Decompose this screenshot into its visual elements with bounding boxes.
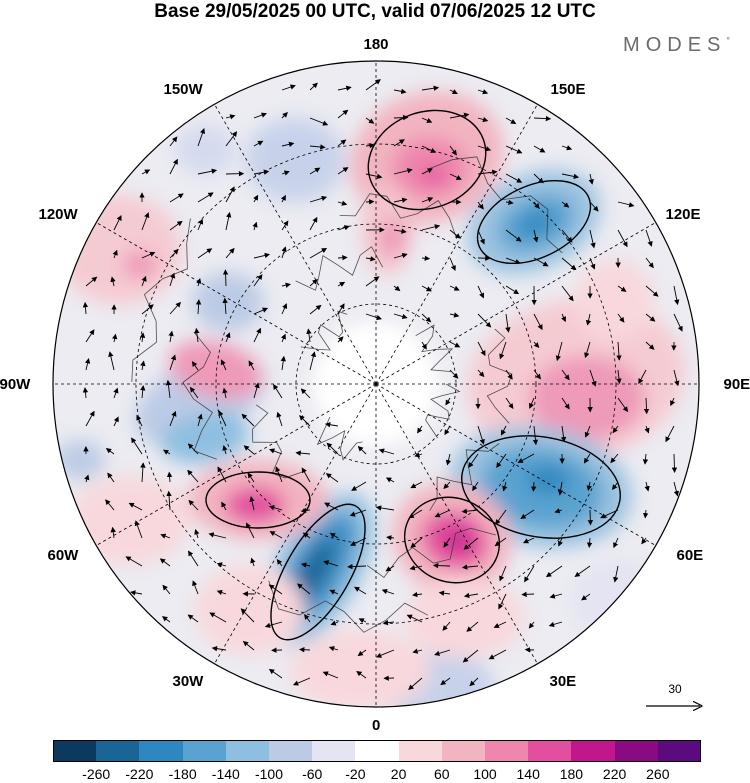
colorbar-swatch <box>182 740 226 762</box>
colorbar-swatch <box>441 740 485 762</box>
colorbar-tick-label: 100 <box>473 766 497 782</box>
polar-map <box>52 60 700 708</box>
colorbar-tick-label: -260 <box>82 766 111 782</box>
colorbar-tick-label: -140 <box>211 766 240 782</box>
colorbar-swatch <box>398 740 442 762</box>
longitude-label: 180 <box>363 36 389 53</box>
colorbar-swatch <box>355 740 399 762</box>
colorbar <box>53 740 701 762</box>
map-title: Base 29/05/2025 00 UTC, valid 07/06/2025… <box>154 1 596 22</box>
colorbar-swatch <box>485 740 529 762</box>
colorbar-tick-label: -20 <box>345 766 366 782</box>
colorbar-tick-label: -100 <box>254 766 284 782</box>
colorbar-swatch <box>225 740 269 762</box>
reference-arrow-icon <box>646 682 710 714</box>
longitude-label: 90E <box>723 376 750 393</box>
longitude-label: 30E <box>549 673 577 690</box>
longitude-label: 120W <box>38 206 78 223</box>
modes-logo: MODES° <box>623 34 730 56</box>
colorbar-tick-label: 180 <box>559 766 584 782</box>
colorbar-swatch <box>614 740 658 762</box>
colorbar-swatch <box>269 740 313 762</box>
colorbar-tick-label: 220 <box>602 766 627 782</box>
map-boundary <box>52 60 700 708</box>
colorbar-swatch <box>139 740 183 762</box>
longitude-label: 60W <box>47 547 79 564</box>
longitude-label: 150E <box>550 81 586 98</box>
colorbar-swatch <box>96 740 140 762</box>
colorbar-swatch <box>571 740 615 762</box>
colorbar-swatch <box>312 740 356 762</box>
colorbar-tick-label: -220 <box>125 766 154 782</box>
colorbar-tick-label: 60 <box>434 766 450 782</box>
longitude-label: 90W <box>0 376 31 393</box>
colorbar-tick-label: 140 <box>516 766 540 782</box>
colorbar-tick-label: 20 <box>390 766 407 782</box>
colorbar-swatch <box>657 740 701 762</box>
longitude-label: 60E <box>676 547 704 564</box>
colorbar-tick-label: 260 <box>646 766 670 782</box>
longitude-label: 30W <box>172 673 204 690</box>
colorbar-swatch <box>53 740 97 762</box>
longitude-label: 0 <box>372 717 381 734</box>
reference-vector: 30 <box>640 682 710 714</box>
reference-vector-label: 30 <box>668 682 682 696</box>
field-layer <box>53 61 699 707</box>
colorbar-tick-label: -60 <box>302 766 323 782</box>
colorbar-tick-label: -180 <box>168 766 197 782</box>
longitude-label: 120E <box>665 206 701 223</box>
longitude-label: 150W <box>163 81 203 98</box>
colorbar-swatch <box>528 740 572 762</box>
